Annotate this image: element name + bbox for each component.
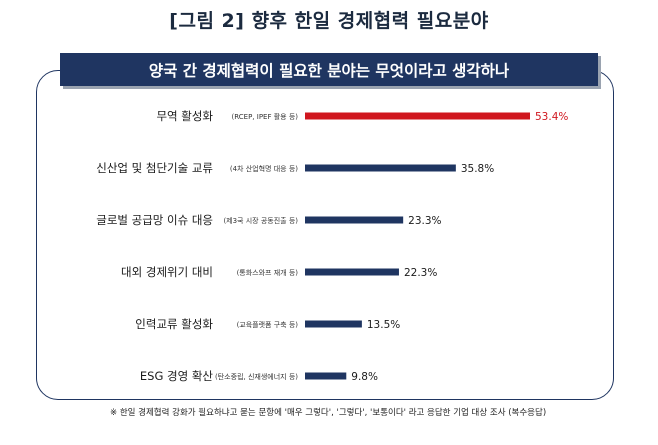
bar (305, 164, 456, 172)
category-label: 글로벌 공급망 이슈 대응 (96, 213, 213, 227)
bar-value-label: 35.8% (461, 163, 494, 175)
category-label: 무역 활성화 (156, 109, 213, 123)
category-sublabel: (교육플랫폼 구축 등) (237, 320, 299, 329)
figure-title: [그림 2] 향후 한일 경제협력 필요분야 (169, 10, 489, 32)
bar-value-label: 9.8% (351, 371, 378, 383)
bar-value-label: 22.3% (404, 267, 437, 279)
category-label: 인력교류 활성화 (135, 317, 213, 331)
bar-value-label: 13.5% (367, 319, 400, 331)
bar (305, 216, 404, 224)
category-sublabel: (4차 산업혁명 대응 등) (230, 164, 298, 173)
category-label: 대외 경제위기 대비 (121, 265, 213, 279)
chart-banner-title: 양국 간 경제협력이 필요한 분야는 무엇이라고 생각하나 (60, 53, 598, 86)
category-sublabel: (RCEP, IPEF 활용 등) (232, 112, 299, 121)
bar-value-label: 23.3% (408, 215, 441, 227)
footnote: ※ 한일 경제협력 강화가 필요하냐고 묻는 문항에 '매우 그렇다', '그렇… (110, 408, 547, 418)
category-sublabel: (제3국 시장 공동진출 등) (223, 216, 298, 225)
bar (305, 372, 347, 380)
category-label: 신산업 및 첨단기술 교류 (96, 161, 213, 175)
bar (305, 268, 399, 276)
category-label: ESG 경영 확산 (140, 369, 214, 383)
bar (305, 320, 362, 328)
bar (305, 112, 530, 120)
category-sublabel: (탄소중립, 신재생에너지 등) (215, 372, 298, 381)
bar-value-label: 53.4% (535, 111, 568, 123)
category-sublabel: (통화스와프 재개 등) (237, 268, 299, 277)
